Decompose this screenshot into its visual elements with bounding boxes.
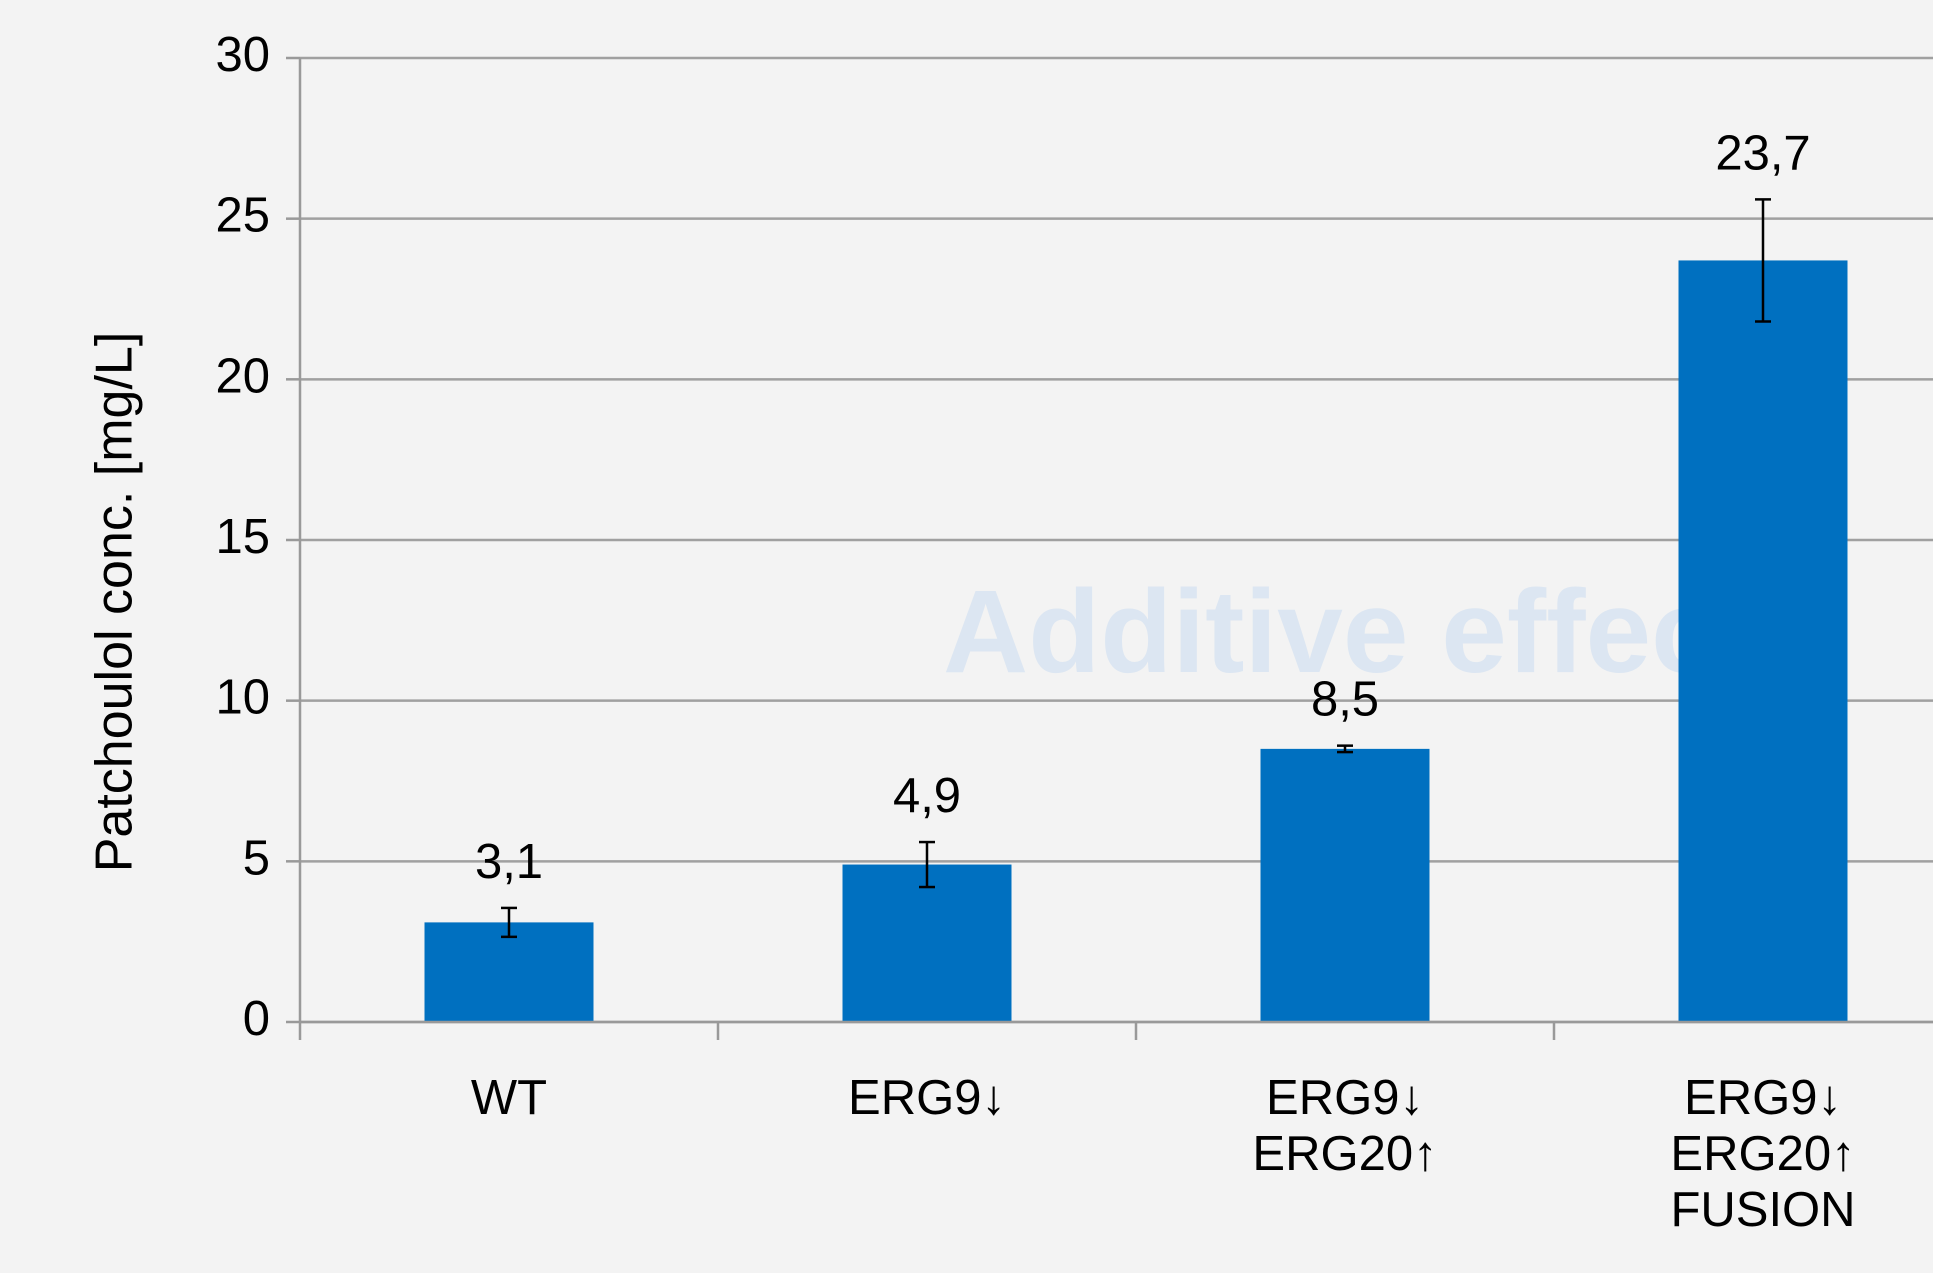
y-tick-label: 0 (243, 992, 270, 1046)
x-tick-label-line: ERG9↓ (1266, 1071, 1424, 1125)
y-tick-label: 25 (215, 189, 270, 243)
error-bar (919, 840, 935, 889)
x-tick-label-line: ERG20↑ (1670, 1127, 1855, 1181)
x-tick-label-line: ERG20↑ (1252, 1127, 1437, 1181)
value-label: 4,9 (893, 769, 961, 823)
x-tick-label: ERG9↓ (848, 1071, 1006, 1125)
x-tick-label: ERG9↓ ERG20↑ FUSION (1670, 1071, 1855, 1237)
y-tick-label: 10 (215, 671, 270, 725)
x-tick-label: WT (471, 1071, 547, 1125)
value-label: 23,7 (1715, 126, 1810, 180)
y-axis-label: Patchoulol conc. [mg/L] (86, 332, 144, 873)
bar (424, 922, 594, 1022)
value-label: 8,5 (1311, 673, 1379, 727)
bar (1260, 748, 1430, 1022)
x-tick-label: ERG9↓ ERG20↑ (1252, 1071, 1437, 1181)
error-bar (501, 906, 517, 939)
watermark: Additive effects (943, 566, 1822, 698)
x-tick-label-line: ERG9↓ (1684, 1071, 1842, 1125)
bar (1678, 260, 1848, 1022)
y-tick-label: 30 (215, 28, 270, 82)
y-tick-label: 20 (215, 349, 270, 403)
y-tick-label: 5 (243, 831, 270, 885)
y-tick-label: 15 (215, 510, 270, 564)
error-bar (1755, 198, 1771, 323)
x-tick-label-line: ERG9↓ (848, 1071, 1006, 1125)
bar (842, 864, 1012, 1022)
x-tick-label-line: FUSION (1670, 1183, 1855, 1237)
error-bar (1337, 744, 1353, 754)
value-label: 3,1 (475, 835, 543, 889)
x-tick-label-line: WT (471, 1071, 547, 1125)
